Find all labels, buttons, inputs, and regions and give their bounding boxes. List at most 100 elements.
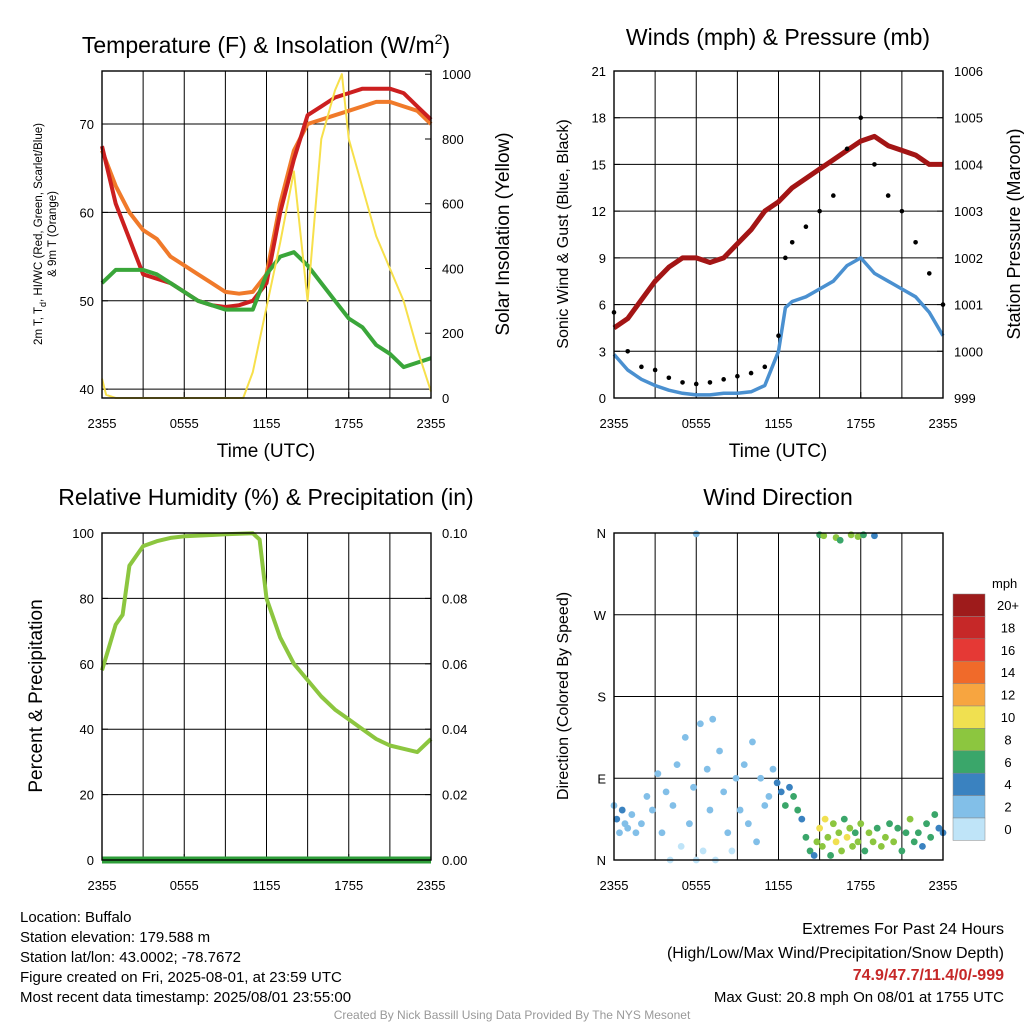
- direction-point: [728, 847, 736, 855]
- info-created: Figure created on Fri, 2025-08-01, at 23…: [20, 969, 342, 986]
- legend-swatch: [952, 705, 986, 729]
- direction-point: [906, 815, 914, 823]
- info-latlon: Station lat/lon: 43.0002; -78.7672: [20, 949, 241, 966]
- legend-swatch: [952, 616, 986, 640]
- gust-point: [625, 348, 631, 354]
- legend-swatch: [952, 750, 986, 774]
- temp-y-tick-label: 50: [80, 294, 94, 309]
- direction-point: [790, 793, 797, 800]
- direction-point: [724, 829, 732, 837]
- direction-point: [624, 824, 632, 832]
- gust-point: [913, 239, 918, 245]
- direction-point: [854, 838, 862, 846]
- info-elevation: Station elevation: 179.588 m: [20, 929, 210, 946]
- rh-line: [100, 531, 433, 755]
- gust-point: [899, 208, 905, 214]
- direction-point: [849, 842, 856, 850]
- gust-point: [831, 193, 836, 198]
- gust-point: [783, 255, 788, 261]
- rh-y-tick-label: 40: [80, 722, 94, 737]
- direction-point: [654, 770, 662, 778]
- temperature-panel: Temperature (F) & Insolation (W/m2) Time…: [33, 31, 514, 462]
- max-gust: Max Gust: 20.8 mph On 08/01 at 1755 UTC: [714, 989, 1004, 1006]
- direction-point: [813, 838, 821, 846]
- direction-point: [931, 811, 939, 818]
- direction-point: [873, 824, 881, 832]
- direction-point: [699, 847, 707, 855]
- direction-point: [709, 715, 717, 723]
- direction-point: [753, 838, 760, 846]
- plot-border: [613, 532, 944, 861]
- wind-line: [612, 256, 945, 397]
- credit-text: Created By Nick Bassill Using Data Provi…: [334, 1008, 691, 1022]
- solar-y-tick-label: 800: [442, 132, 464, 147]
- precip-y-tick-label: 0.04: [442, 722, 467, 737]
- x-tick-label: 1755: [846, 878, 875, 893]
- direction-point: [757, 774, 765, 782]
- direction-point: [886, 820, 893, 828]
- x-tick-label: 2355: [417, 416, 446, 431]
- winds-panel: Winds (mph) & Pressure (mb) Time (UTC) S…: [555, 24, 1024, 462]
- wind-direction-ylabel: Direction (Colored By Speed): [555, 592, 572, 800]
- direction-point: [736, 806, 744, 814]
- direction-point: [773, 779, 781, 787]
- gust-point: [652, 367, 658, 373]
- gust-point: [872, 162, 877, 167]
- direction-point: [810, 852, 818, 859]
- x-tick-label: 0555: [170, 878, 199, 893]
- x-tick-label: 0555: [682, 878, 711, 893]
- direction-point: [835, 829, 843, 837]
- direction-point: [638, 820, 645, 828]
- rh-y-tick-label: 20: [80, 788, 94, 803]
- gust-point: [639, 364, 644, 370]
- x-tick-label: 1755: [846, 416, 875, 431]
- precip-y-tick-label: 0.02: [442, 788, 467, 803]
- legend-swatch: [952, 660, 986, 684]
- direction-point: [765, 793, 773, 800]
- direction-point: [616, 829, 623, 837]
- legend-label: 0: [1004, 822, 1011, 837]
- extremes-subtitle: (High/Low/Max Wind/Precipitation/Snow De…: [667, 945, 1004, 962]
- direction-point: [846, 824, 854, 832]
- direction-point: [703, 765, 711, 773]
- info-location: Location: Buffalo: [20, 909, 131, 926]
- direction-point: [919, 842, 926, 850]
- winds-xlabel: Time (UTC): [729, 441, 828, 462]
- temp-y-tick-label: 60: [80, 205, 94, 220]
- rh-y-tick-label: 80: [80, 591, 94, 606]
- direction-point: [935, 824, 943, 832]
- gust-point: [693, 381, 699, 387]
- legend-label: 12: [1001, 688, 1015, 703]
- wind-y-tick-label: 12: [592, 204, 606, 219]
- gust-point: [762, 364, 768, 370]
- gust-point: [926, 271, 932, 276]
- legend-label: 16: [1001, 643, 1015, 658]
- gust-point: [803, 224, 809, 230]
- gust-point: [666, 375, 672, 381]
- direction-point: [914, 829, 922, 837]
- legend-label: 8: [1004, 732, 1011, 747]
- gust-point: [858, 115, 864, 121]
- direction-point: [681, 733, 689, 741]
- solar-y-tick-label: 400: [442, 261, 464, 276]
- direction-point: [840, 815, 848, 823]
- winds-title: Winds (mph) & Pressure (mb): [626, 24, 930, 50]
- pressure-y-tick-label: 1006: [954, 64, 983, 79]
- direction-point: [818, 842, 826, 850]
- direction-point: [777, 788, 785, 796]
- pressure-y-tick-label: 1003: [954, 204, 983, 219]
- direction-point: [806, 847, 814, 855]
- wind-ylabel: Sonic Wind & Gust (Blue, Black): [555, 119, 572, 348]
- x-tick-label: 0555: [682, 416, 711, 431]
- pressure-line: [612, 133, 943, 330]
- plot-border: [101, 70, 432, 399]
- rh-y-tick-label: 100: [72, 526, 94, 541]
- legend-swatch: [952, 795, 986, 819]
- gust-point: [776, 333, 781, 339]
- direction-point: [716, 747, 723, 755]
- legend-label: 14: [1001, 665, 1015, 680]
- direction-point: [898, 847, 906, 855]
- direction-point: [877, 842, 885, 850]
- pressure-y-tick-label: 1001: [954, 298, 983, 313]
- direction-point: [838, 847, 845, 855]
